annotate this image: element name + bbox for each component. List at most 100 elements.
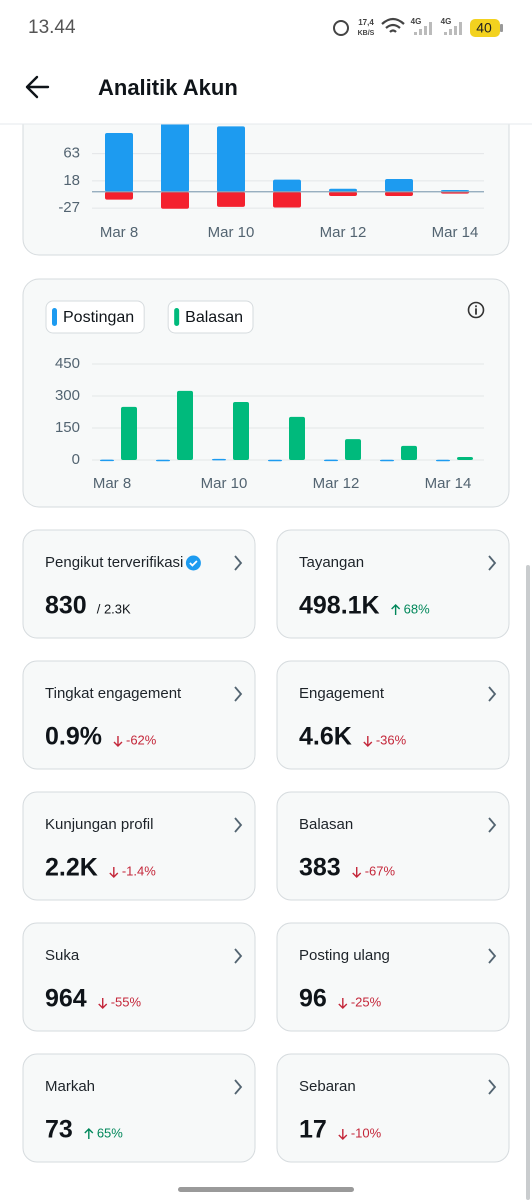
card-title: Tingkat engagement — [45, 685, 182, 702]
change-arrow — [109, 867, 119, 878]
legend-chip — [167, 300, 254, 334]
card-value: 383 — [299, 854, 341, 882]
chart-card — [22, 278, 510, 508]
card-value: 0.9% — [45, 723, 102, 751]
stat-card[interactable]: Pengikut terverifikasi 830 / 2.3K — [22, 529, 256, 639]
chevron — [234, 948, 243, 964]
legend-swatch — [52, 308, 57, 326]
stat-card[interactable]: Markah 73 65% — [22, 1053, 256, 1163]
chevron — [234, 1079, 243, 1095]
card-value: 964 — [45, 985, 87, 1013]
change-arrow — [338, 1129, 348, 1140]
card-bg — [276, 660, 510, 770]
bar — [161, 122, 189, 192]
change-value: -67% — [365, 863, 396, 878]
card-bg — [22, 922, 256, 1032]
x-tick-label: Mar 14 — [425, 475, 472, 492]
battery-tip — [500, 24, 503, 32]
change-value: -25% — [351, 994, 382, 1009]
bar — [380, 459, 394, 462]
bar — [273, 179, 301, 192]
chevron — [488, 817, 497, 833]
card-bg — [276, 922, 510, 1032]
x-tick-label: Mar 10 — [208, 224, 255, 241]
x-tick-label: Mar 12 — [320, 224, 367, 241]
net-speed: 17,4 — [358, 18, 374, 27]
bar — [329, 191, 357, 197]
chevron — [488, 948, 497, 964]
card-value: 830 — [45, 592, 87, 620]
legend-item: Postingan — [45, 300, 145, 334]
card-bg — [22, 1053, 256, 1163]
signal-1 — [414, 22, 432, 35]
change-value: -36% — [376, 732, 407, 747]
chevron — [234, 817, 243, 833]
stat-card[interactable]: Tingkat engagement 0.9% -62% — [22, 660, 256, 770]
home-indicator — [178, 1187, 354, 1192]
change-value: -10% — [351, 1125, 382, 1140]
stat-card[interactable]: Suka 964 -55% — [22, 922, 256, 1032]
card-title: Posting ulang — [299, 947, 390, 964]
verified-badge — [185, 555, 201, 571]
card-bg — [276, 1053, 510, 1163]
legend-chip — [45, 300, 145, 334]
top-bar — [0, 0, 532, 124]
card-value: 4.6K — [299, 723, 352, 751]
page-title: Analitik Akun — [98, 75, 238, 100]
wifi-icon — [381, 17, 405, 33]
change-arrow — [84, 1128, 94, 1139]
y-tick-label: 0 — [72, 451, 80, 468]
stat-card[interactable]: Tayangan 498.1K 68% — [276, 529, 510, 639]
bar — [121, 406, 137, 460]
bar — [457, 457, 473, 460]
bar — [329, 188, 357, 192]
chevron — [488, 555, 497, 571]
card-value: 96 — [299, 985, 327, 1013]
y-tick-label: 150 — [55, 419, 80, 436]
bar — [385, 191, 413, 197]
x-tick-label: Mar 10 — [201, 475, 248, 492]
stat-card[interactable]: Engagement 4.6K -36% — [276, 660, 510, 770]
info-icon[interactable] — [467, 301, 485, 319]
change-value: -62% — [126, 732, 157, 747]
stat-card[interactable]: Kunjungan profil 2.2K -1.4% — [22, 791, 256, 901]
bar — [385, 179, 413, 192]
network-2: 4G — [441, 17, 452, 26]
change-value: 68% — [404, 601, 430, 616]
legend-label: Balasan — [185, 309, 243, 326]
x-tick-label: Mar 8 — [93, 475, 131, 492]
stat-card[interactable]: Sebaran 17 -10% — [276, 1053, 510, 1163]
alarm-icon — [333, 20, 349, 36]
stat-card[interactable]: Balasan 383 -67% — [276, 791, 510, 901]
bar — [273, 191, 301, 208]
x-tick-label: Mar 8 — [100, 224, 138, 241]
card-value: 73 — [45, 1116, 73, 1144]
back-button[interactable] — [25, 75, 50, 99]
bar — [401, 445, 417, 460]
chevron — [234, 555, 243, 571]
bar — [177, 390, 193, 460]
chevron — [488, 686, 497, 702]
legend-swatch — [174, 308, 180, 326]
card-bg — [276, 529, 510, 639]
bar — [324, 459, 338, 462]
y-tick-label: 450 — [55, 355, 80, 372]
bar — [105, 191, 133, 200]
bar — [161, 191, 189, 209]
x-tick-label: Mar 14 — [432, 224, 479, 241]
card-value: 2.2K — [45, 854, 98, 882]
verified-check — [189, 560, 198, 567]
change-arrow — [98, 998, 108, 1009]
clock: 13.44 — [28, 17, 76, 38]
change-value: -1.4% — [122, 863, 156, 878]
change-arrow — [363, 736, 373, 747]
change-value: 65% — [97, 1125, 123, 1140]
card-bg — [22, 791, 256, 901]
card-title: Pengikut terverifikasi — [45, 554, 183, 571]
card-title: Balasan — [299, 816, 353, 833]
stat-card[interactable]: Posting ulang 96 -25% — [276, 922, 510, 1032]
legend-item: Balasan — [167, 300, 254, 334]
y-tick-label: -27 — [58, 199, 80, 216]
bar — [233, 401, 249, 460]
